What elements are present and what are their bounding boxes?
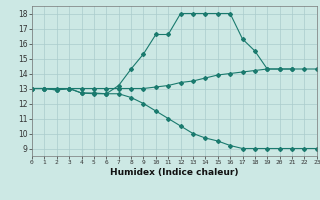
X-axis label: Humidex (Indice chaleur): Humidex (Indice chaleur) [110,168,239,177]
